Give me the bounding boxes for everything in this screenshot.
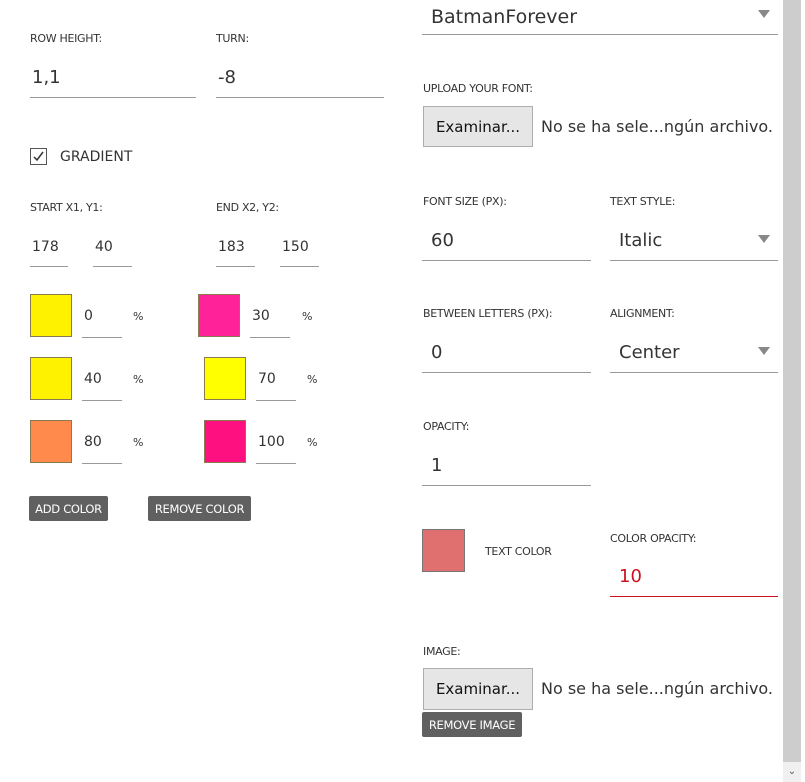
color-stop-swatch[interactable] [204, 420, 246, 463]
opacity-label: OPACITY: [423, 420, 470, 433]
checkmark-icon [33, 151, 44, 162]
scroll-down-arrow-icon[interactable]: ⌄ [783, 762, 801, 782]
percent-label: % [133, 373, 144, 386]
upload-font-label: UPLOAD YOUR FONT: [423, 82, 533, 95]
gradient-label: GRADIENT [60, 149, 133, 165]
text-style-select[interactable]: Italic [610, 220, 778, 261]
remove-color-button[interactable]: REMOVE COLOR [148, 496, 251, 521]
start-x-input[interactable]: 178 [30, 228, 68, 267]
color-stop-swatch[interactable] [30, 420, 72, 463]
color-stop-input[interactable]: 100 [256, 420, 296, 464]
image-label: IMAGE: [423, 645, 461, 658]
text-style-value: Italic [619, 229, 663, 251]
end-x-input[interactable]: 183 [216, 228, 255, 267]
text-color-swatch[interactable] [422, 529, 465, 572]
turn-label: TURN: [216, 32, 249, 45]
font-select-value: BatmanForever [431, 6, 578, 28]
scrollbar-thumb[interactable] [783, 0, 801, 762]
font-size-label: FONT SIZE (PX): [423, 195, 507, 208]
start-label: START X1, Y1: [30, 201, 103, 214]
color-stop-input[interactable]: 0 [82, 294, 122, 338]
percent-label: % [302, 310, 313, 323]
color-stop-swatch[interactable] [30, 294, 72, 337]
alignment-label: ALIGNMENT: [610, 307, 675, 320]
turn-input[interactable]: -8 [216, 58, 384, 98]
color-stop-input[interactable]: 40 [82, 357, 122, 401]
font-select[interactable]: BatmanForever [422, 0, 778, 35]
alignment-select[interactable]: Center [610, 332, 778, 373]
font-file-status: No se ha sele...ngún archivo. [541, 117, 774, 136]
color-stop-input[interactable]: 70 [256, 357, 296, 401]
color-stop-input[interactable]: 80 [82, 420, 122, 464]
color-stop-swatch[interactable] [198, 294, 240, 337]
percent-label: % [133, 436, 144, 449]
start-y-input[interactable]: 40 [93, 228, 132, 267]
dropdown-arrow-icon [758, 347, 770, 355]
end-y-input[interactable]: 150 [280, 228, 319, 267]
color-opacity-input[interactable]: 10 [610, 556, 778, 597]
add-color-button[interactable]: ADD COLOR [29, 496, 108, 521]
percent-label: % [133, 310, 144, 323]
between-letters-label: BETWEEN LETTERS (PX): [423, 307, 553, 320]
end-label: END X2, Y2: [216, 201, 279, 214]
image-browse-button[interactable]: Examinar... [423, 668, 533, 710]
opacity-input[interactable]: 1 [422, 445, 591, 486]
percent-label: % [307, 373, 318, 386]
color-stop-swatch[interactable] [30, 357, 72, 400]
gradient-checkbox[interactable] [30, 148, 47, 165]
text-style-label: TEXT STYLE: [610, 195, 676, 208]
between-letters-input[interactable]: 0 [422, 332, 591, 373]
percent-label: % [307, 436, 318, 449]
color-stop-input[interactable]: 30 [250, 294, 290, 338]
text-color-label: TEXT COLOR [485, 545, 552, 558]
color-stop-swatch[interactable] [204, 357, 246, 400]
font-size-input[interactable]: 60 [422, 220, 591, 261]
font-browse-button[interactable]: Examinar... [423, 106, 533, 147]
remove-image-button[interactable]: REMOVE IMAGE [422, 712, 522, 737]
row-height-label: ROW HEIGHT: [30, 32, 102, 45]
dropdown-arrow-icon [758, 10, 770, 18]
color-opacity-label: COLOR OPACITY: [610, 532, 697, 545]
dropdown-arrow-icon [758, 235, 770, 243]
row-height-input[interactable]: 1,1 [30, 58, 196, 98]
image-file-status: No se ha sele...ngún archivo. [541, 679, 774, 698]
alignment-value: Center [619, 341, 680, 363]
